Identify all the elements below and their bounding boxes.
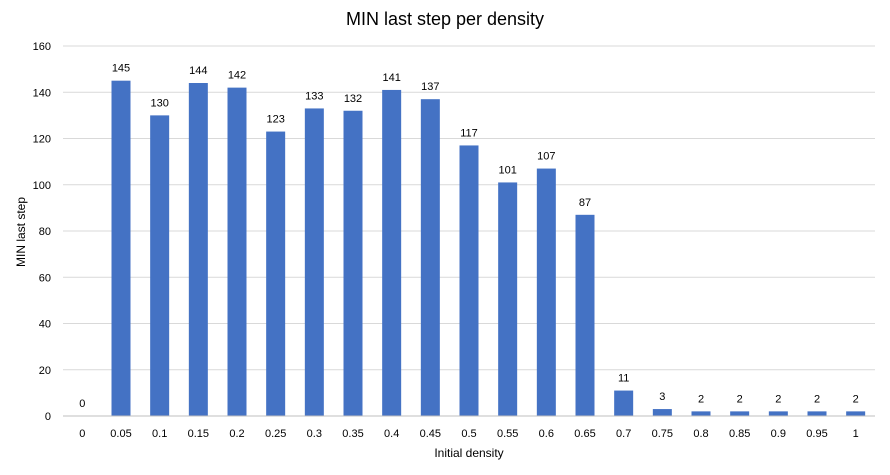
x-tick-label-0: 0 [79, 428, 85, 440]
bar-1 [846, 411, 866, 416]
y-tick-label-80: 80 [39, 226, 51, 238]
x-tick-label-0.15: 0.15 [188, 428, 209, 440]
x-tick-label-0.95: 0.95 [806, 428, 827, 440]
bar-0.25 [266, 131, 286, 416]
bar-0.2 [227, 87, 247, 416]
x-tick-label-0.3: 0.3 [307, 428, 322, 440]
y-tick-label-120: 120 [33, 134, 51, 146]
y-tick-label-100: 100 [33, 180, 51, 192]
data-label-0.45: 137 [421, 81, 439, 93]
x-tick-label-0.5: 0.5 [461, 428, 476, 440]
bars [111, 80, 866, 416]
data-label-0.75: 3 [659, 391, 665, 403]
data-label-0.1: 130 [150, 97, 168, 109]
x-tick-label-0.6: 0.6 [539, 428, 554, 440]
data-label-1: 2 [853, 393, 859, 405]
bar-0.8 [691, 411, 711, 416]
data-label-0.4: 141 [382, 72, 400, 84]
y-tick-label-60: 60 [39, 272, 51, 284]
x-axis-ticks: 0 0.05 0.1 0.15 0.2 0.25 0.3 0.35 0.4 0.45 0.5 0.55… [79, 428, 858, 440]
x-tick-label-0.55: 0.55 [497, 428, 518, 440]
x-tick-label-0.1: 0.1 [152, 428, 167, 440]
bar-0.65 [575, 214, 595, 416]
data-label-0.5: 117 [460, 127, 478, 139]
x-tick-label-0.35: 0.35 [342, 428, 363, 440]
x-tick-label-0.65: 0.65 [574, 428, 595, 440]
data-label-0.7: 11 [618, 373, 629, 385]
bar-0.6 [536, 168, 556, 416]
x-tick-label-0.9: 0.9 [771, 428, 786, 440]
data-label-0.35: 132 [344, 93, 362, 105]
bar-0.95 [807, 411, 827, 416]
x-tick-label-1: 1 [853, 428, 859, 440]
y-tick-label-140: 140 [33, 87, 51, 99]
bar-0.1 [150, 115, 170, 416]
y-axis-title: MIN last step [14, 197, 28, 267]
data-label-0.95: 2 [814, 393, 820, 405]
bar-0.15 [188, 83, 208, 416]
bar-0.35 [343, 110, 363, 416]
x-axis-title: Initial density [434, 446, 503, 460]
x-tick-label-0.8: 0.8 [693, 428, 708, 440]
y-tick-label-0: 0 [45, 411, 51, 423]
data-label-0.65: 87 [579, 197, 591, 209]
bar-0.7 [614, 390, 634, 416]
y-tick-label-20: 20 [39, 365, 51, 377]
data-label-0.85: 2 [737, 393, 743, 405]
data-labels: 0 145 130 144 142 123 133 132 141 137 117 101 107 87 1… [79, 63, 858, 410]
bar-0.45 [420, 99, 440, 416]
data-label-0.05: 145 [112, 63, 130, 75]
bar-0.75 [652, 409, 672, 416]
data-label-0.2: 142 [228, 70, 246, 82]
y-tick-label-160: 160 [33, 41, 51, 53]
data-label-0.3: 133 [305, 90, 323, 102]
x-tick-label-0.05: 0.05 [110, 428, 131, 440]
bar-0.55 [498, 182, 518, 416]
data-label-0.8: 2 [698, 393, 704, 405]
bar-0.3 [304, 108, 324, 416]
x-tick-label-0.2: 0.2 [229, 428, 244, 440]
x-tick-label-0.7: 0.7 [616, 428, 631, 440]
x-tick-label-0.25: 0.25 [265, 428, 286, 440]
data-label-0.9: 2 [775, 393, 781, 405]
bar-0.85 [730, 411, 750, 416]
bar-0.9 [768, 411, 788, 416]
data-label-0: 0 [79, 398, 85, 410]
data-label-0.15: 144 [189, 65, 207, 77]
y-tick-label-40: 40 [39, 319, 51, 331]
bar-0.5 [459, 145, 479, 416]
data-label-0.25: 123 [266, 114, 284, 126]
x-tick-label-0.85: 0.85 [729, 428, 750, 440]
y-axis-ticks: 0 20 40 60 80 100 120 140 160 [33, 41, 51, 423]
bar-0.05 [111, 80, 131, 416]
data-label-0.6: 107 [537, 151, 555, 163]
bar-0.4 [382, 89, 402, 416]
x-tick-label-0.4: 0.4 [384, 428, 399, 440]
x-tick-label-0.45: 0.45 [420, 428, 441, 440]
chart-title: MIN last step per density [346, 9, 544, 29]
x-tick-label-0.75: 0.75 [652, 428, 673, 440]
data-label-0.55: 101 [498, 164, 516, 176]
